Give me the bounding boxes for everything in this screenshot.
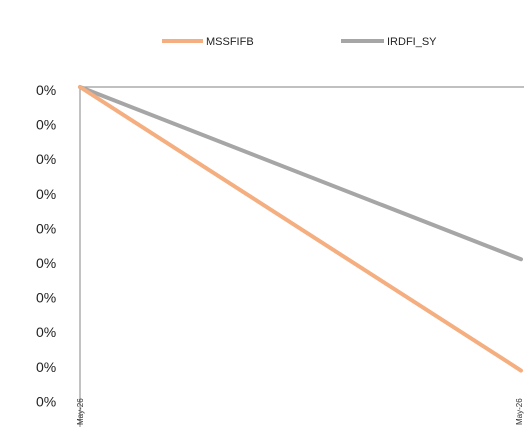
x-tick-labels: May-26 May-26 [76,398,524,425]
y-tick-label: 0% [36,324,56,340]
series-line-mssfifb [78,85,523,373]
legend-label-irdfi-sy: IRDFI_SY [387,36,437,48]
series-lines [78,85,523,373]
x-tick-label: May-26 [76,398,85,425]
legend-label-mssfifb: MSSFIFB [206,36,254,48]
y-tick-label: 0% [36,117,56,133]
x-tick-label: May-26 [515,398,524,425]
legend: MSSFIFB IRDFI_SY [162,36,437,48]
y-tick-label: 0% [36,82,56,98]
y-tick-label: 0% [36,151,56,167]
y-tick-label: 0% [36,359,56,375]
y-tick-label: 0% [36,255,56,271]
y-tick-label: 0% [36,393,56,409]
y-tick-labels: 0% 0% 0% 0% 0% 0% 0% 0% 0% 0% [36,82,56,409]
series-line-irdfi-sy [78,85,523,262]
y-tick-label: 0% [36,290,56,306]
y-tick-label: 0% [36,186,56,202]
axes [79,86,524,427]
y-tick-label: 0% [36,220,56,236]
